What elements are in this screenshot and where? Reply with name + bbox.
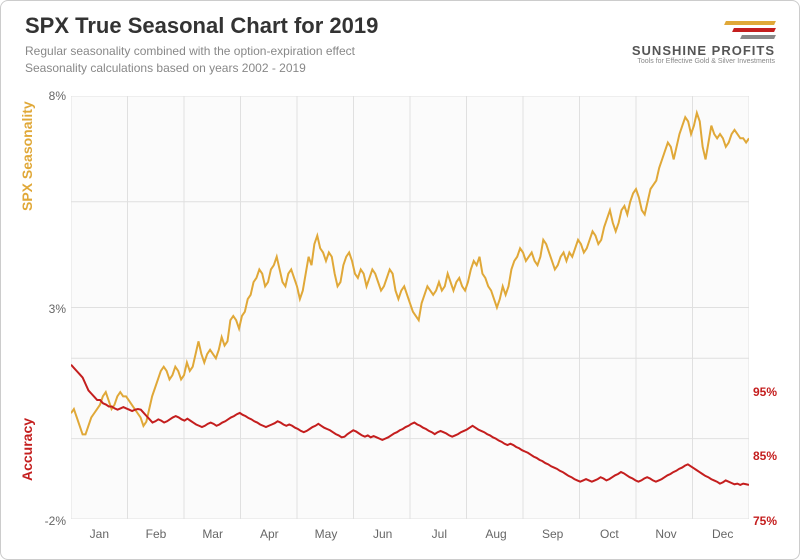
logo-mark-3 xyxy=(632,35,775,39)
x-tick-month: Jul xyxy=(419,527,459,541)
logo-tagline: Tools for Effective Gold & Silver Invest… xyxy=(632,58,775,65)
y-tick-accuracy: 75% xyxy=(753,514,785,528)
logo-mark-2 xyxy=(632,28,775,32)
plot-area xyxy=(71,96,749,519)
logo-text: SUNSHINE PROFITS xyxy=(632,43,775,58)
x-tick-month: Apr xyxy=(249,527,289,541)
x-tick-month: Feb xyxy=(136,527,176,541)
x-tick-month: Sep xyxy=(533,527,573,541)
x-tick-month: Dec xyxy=(703,527,743,541)
x-tick-month: Jan xyxy=(79,527,119,541)
y-axis-label-accuracy: Accuracy xyxy=(19,418,35,481)
x-tick-month: Jun xyxy=(363,527,403,541)
x-tick-month: Oct xyxy=(589,527,629,541)
logo-bar-1 xyxy=(724,21,776,25)
logo-mark xyxy=(632,21,775,25)
x-tick-month: May xyxy=(306,527,346,541)
y-axis-label-seasonality: SPX Seasonality xyxy=(19,101,35,211)
x-tick-month: Mar xyxy=(193,527,233,541)
y-tick-seasonality: -2% xyxy=(36,514,66,528)
brand-logo: SUNSHINE PROFITS Tools for Effective Gol… xyxy=(632,21,775,65)
logo-bar-3 xyxy=(740,35,776,39)
y-tick-accuracy: 95% xyxy=(753,385,785,399)
subtitle-line1: Regular seasonality combined with the op… xyxy=(25,44,355,58)
plot-svg xyxy=(71,96,749,519)
subtitle-line2: Seasonality calculations based on years … xyxy=(25,61,306,75)
logo-bar-2 xyxy=(732,28,776,32)
chart-container: SPX True Seasonal Chart for 2019 Regular… xyxy=(0,0,800,560)
x-tick-month: Aug xyxy=(476,527,516,541)
y-tick-accuracy: 85% xyxy=(753,449,785,463)
y-tick-seasonality: 8% xyxy=(36,89,66,103)
y-tick-seasonality: 3% xyxy=(36,302,66,316)
x-tick-month: Nov xyxy=(646,527,686,541)
